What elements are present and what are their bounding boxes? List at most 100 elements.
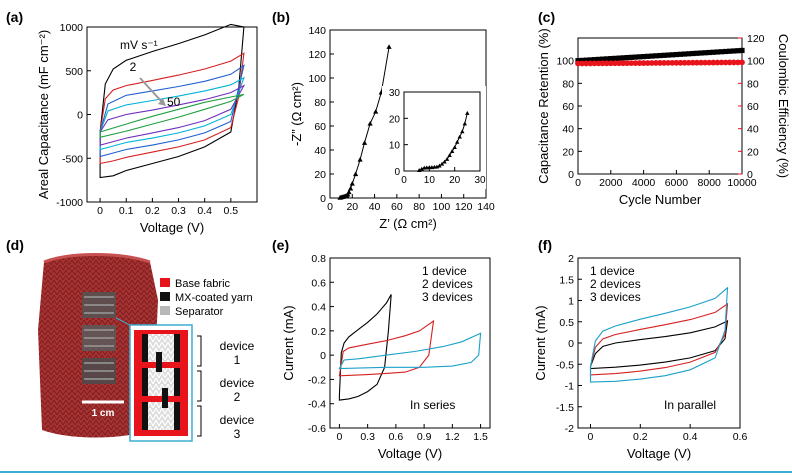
inset-nyquist-point xyxy=(449,149,455,154)
cv-curve-2-device xyxy=(338,319,435,377)
inset-nyquist-point xyxy=(439,161,445,166)
cv-curve-2-device xyxy=(589,302,729,376)
x-tick-label: 60 xyxy=(391,201,403,213)
efficiency-point xyxy=(603,60,610,67)
legend-swatch-base-fabric xyxy=(160,278,170,287)
scan-rate-arrow xyxy=(139,77,163,103)
bracket-device-2 xyxy=(197,370,202,402)
efficiency-point xyxy=(591,60,598,67)
efficiency-point xyxy=(685,59,692,66)
efficiency-point xyxy=(657,60,663,66)
retention-point xyxy=(636,54,643,60)
efficiency-point xyxy=(726,59,733,66)
inset-nyquist-point xyxy=(419,166,424,171)
cv-curve-1-device xyxy=(338,294,392,401)
x-tick-label: 140 xyxy=(477,201,495,213)
efficiency-point xyxy=(698,59,704,66)
efficiency-point xyxy=(689,59,696,66)
retention-point xyxy=(608,56,614,62)
retention-point xyxy=(612,55,618,61)
efficiency-point xyxy=(607,60,614,67)
x-tick-label: 40 xyxy=(369,201,381,213)
y-tick-label: 10 xyxy=(389,141,401,152)
x-tick-label: 0 xyxy=(401,175,407,186)
retention-point xyxy=(714,49,720,55)
nyquist-point xyxy=(348,185,354,191)
y-tick-label: 0 xyxy=(568,338,574,350)
device-3-number: 3 xyxy=(234,427,241,441)
y-tick-label: 0.6 xyxy=(311,277,326,289)
y-tick-label: -1 xyxy=(565,381,574,393)
y-tick-label: 0.2 xyxy=(311,326,326,338)
plot-frame xyxy=(403,91,481,172)
nyquist-point xyxy=(349,181,355,186)
nyquist-point xyxy=(373,109,379,114)
legend-label-base-fabric: Base fabric xyxy=(175,278,231,290)
x-axis-label: Voltage (V) xyxy=(140,220,204,235)
cv-curve-3-device xyxy=(338,332,482,370)
retention-point xyxy=(690,50,696,57)
efficiency-point xyxy=(632,60,639,67)
y-axis-label: Capacitance Retention (%) xyxy=(536,28,551,183)
retention-point xyxy=(673,51,679,58)
x-tick-label: 0.1 xyxy=(119,205,134,217)
inset-nyquist-point xyxy=(460,129,465,134)
x-tick-label: 0.6 xyxy=(389,431,404,443)
y-tick-label: 80 xyxy=(314,97,326,109)
x-tick-label: 20 xyxy=(449,175,461,186)
nyquist-point xyxy=(357,157,363,162)
efficiency-point xyxy=(739,59,745,66)
y-tick-label: 0 xyxy=(77,110,83,122)
scan-rate-low-label: 2 xyxy=(130,60,137,74)
x-tick-label: 0 xyxy=(327,201,333,213)
inset-nyquist-point xyxy=(455,139,460,144)
retention-point xyxy=(718,49,725,55)
x-axis-label: Voltage (V) xyxy=(378,446,442,461)
nyquist-point xyxy=(386,44,392,49)
retention-point xyxy=(600,56,606,62)
panel-letter-e: (e) xyxy=(272,237,289,253)
retention-point xyxy=(727,48,733,54)
legend-label-separator: Separator xyxy=(175,306,224,318)
fabric-photo: 1 cm Base fabric MX-coated yarn Separato… xyxy=(38,253,255,442)
efficiency-point xyxy=(681,59,688,66)
chart-a: 0 0.1 0.2 0.3 0.4 0.5 -1000 -500 0 500 1000 Voltage… xyxy=(36,22,258,235)
y-tick-label: -0.4 xyxy=(308,399,326,411)
inset-nyquist-point xyxy=(452,145,457,150)
retention-point xyxy=(710,49,716,55)
y-tick-label: -1000 xyxy=(56,197,83,209)
x-tick-label: 0.2 xyxy=(633,431,648,443)
x-tick-label: 120 xyxy=(455,201,473,213)
retention-point xyxy=(665,52,671,58)
y-axis-label: Current (mA) xyxy=(281,305,296,380)
efficiency-point xyxy=(665,59,672,66)
legend-label-2: 2 devices xyxy=(422,277,473,291)
device-2-number: 2 xyxy=(234,390,241,404)
inset-nyquist-point xyxy=(444,156,450,161)
efficiency-point xyxy=(673,59,680,66)
inset-nyquist-point xyxy=(434,164,440,169)
inset-backdrop xyxy=(382,86,486,189)
x-tick-label: 0.5 xyxy=(224,205,239,217)
y-tick-label: 40 xyxy=(562,124,574,136)
y-axis-label: -Z” (Ω cm²) xyxy=(289,82,304,146)
efficiency-point xyxy=(595,60,602,67)
efficiency-point xyxy=(669,59,676,66)
legend-label-2: 2 devices xyxy=(590,277,641,291)
retention-point xyxy=(661,52,667,58)
efficiency-point xyxy=(661,60,667,66)
y2-tick-label: 40 xyxy=(747,124,759,136)
x-tick-label: 0.3 xyxy=(360,431,375,443)
inset-nyquist-point xyxy=(457,134,462,139)
efficiency-point xyxy=(579,60,585,67)
scan-rate-high-label: 50 xyxy=(167,95,181,109)
retention-point xyxy=(628,54,634,60)
y-tick-label: -2 xyxy=(565,423,574,435)
x-tick-label: 0.4 xyxy=(683,431,698,443)
y-tick-label: 0 xyxy=(394,167,400,178)
retention-point xyxy=(604,56,610,62)
x-tick-label: 1.2 xyxy=(445,431,460,443)
retention-point xyxy=(686,51,692,57)
y-tick-label: 30 xyxy=(389,88,401,99)
